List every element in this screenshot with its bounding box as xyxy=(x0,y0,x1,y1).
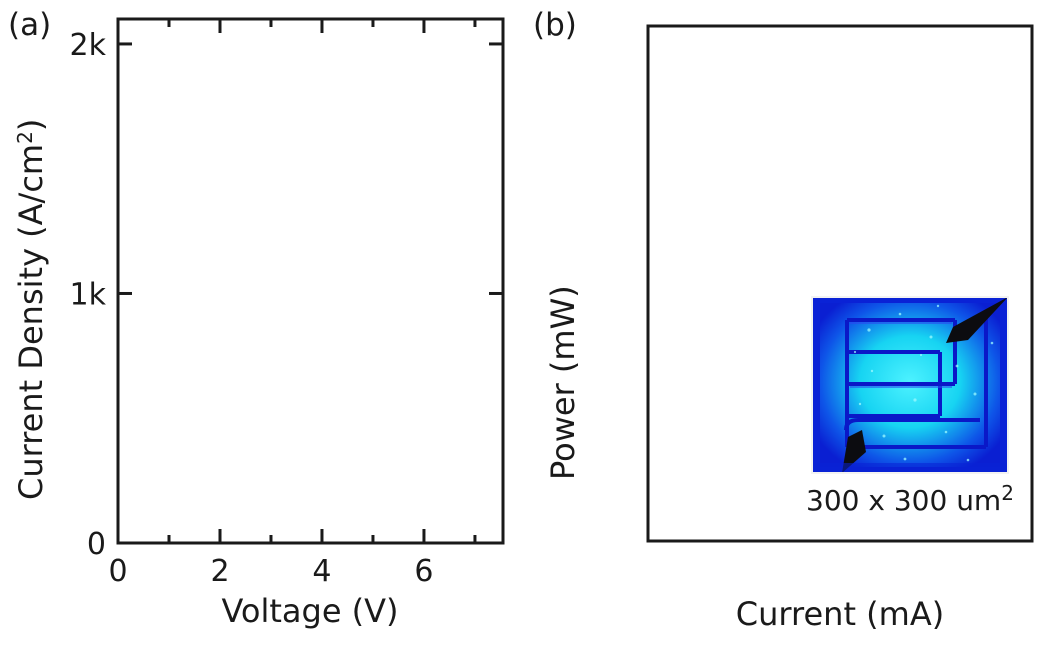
inset-border xyxy=(811,296,1009,474)
panel-a: (a) Current Density (A/cm2) Voltage (V) … xyxy=(8,7,505,630)
inset-probe-tip-bottom xyxy=(842,430,866,473)
x-tick-label: 2 xyxy=(210,554,229,589)
panel-b-label: (b) xyxy=(533,7,577,43)
panel-a-plot-frame xyxy=(116,17,505,545)
x-tick-label: 4 xyxy=(312,554,331,589)
inset-lower-band xyxy=(812,463,1008,473)
panel-a-ylabel: Current Density (A/cm2) xyxy=(12,119,50,500)
inset-caption: 300 x 300 um2 xyxy=(806,481,1014,517)
panel-b-plot-frame xyxy=(646,24,1034,543)
inset-micrograph-image xyxy=(812,297,1008,473)
y-tick-label: 1k xyxy=(70,277,107,312)
inset-speckle xyxy=(853,304,994,462)
panel-a-ticks xyxy=(116,19,503,545)
panel-b-inset: 300 x 300 um2 xyxy=(806,296,1014,517)
x-tick-label: 0 xyxy=(108,554,127,589)
panel-b-ylabel: Power (mW) xyxy=(544,285,582,480)
panel-a-tick-labels: 0 2 4 6 0 1k 2k xyxy=(70,28,434,589)
inset-probe-tip-top xyxy=(946,297,1008,343)
y-tick-label: 0 xyxy=(87,527,106,562)
y-tick-label: 2k xyxy=(70,28,107,63)
inset-electrode-highlight xyxy=(850,322,952,388)
panel-b: (b) Power (mW) Current (mA) xyxy=(533,7,1034,633)
x-tick-label: 6 xyxy=(414,554,433,589)
panel-a-xlabel: Voltage (V) xyxy=(221,592,398,630)
panel-a-label: (a) xyxy=(8,7,51,43)
panel-b-xlabel: Current (mA) xyxy=(736,595,944,633)
